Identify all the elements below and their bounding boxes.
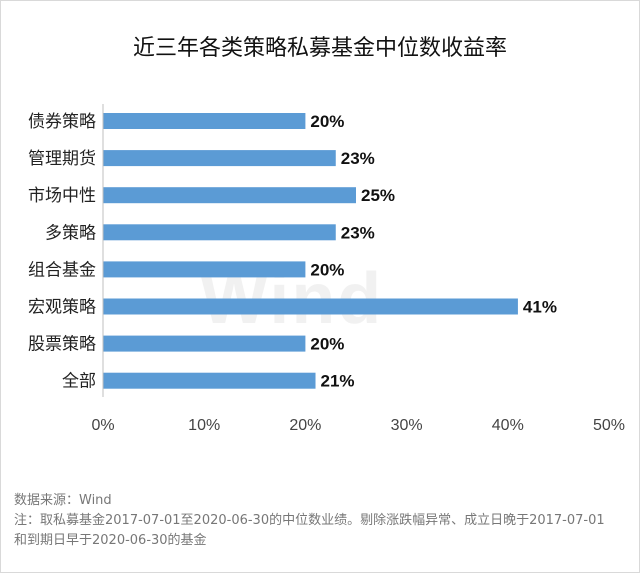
bar (103, 298, 518, 315)
category-label: 组合基金 (28, 260, 96, 280)
category-label: 管理期货 (28, 149, 96, 169)
x-tick-label: 30% (391, 417, 423, 434)
category-label: 债券策略 (28, 112, 96, 132)
value-label: 21% (321, 372, 355, 391)
bar (103, 187, 356, 204)
category-label: 宏观策略 (28, 298, 96, 318)
bar (103, 261, 306, 278)
bar (103, 372, 316, 389)
footnote: 注：取私募基金2017-07-01至2020-06-30的中位数业绩。剔除涨跌幅… (14, 513, 605, 548)
category-label: 市场中性 (28, 186, 96, 206)
x-tick-label: 40% (492, 417, 524, 434)
x-tick-label: 10% (188, 417, 220, 434)
value-label: 25% (361, 186, 395, 205)
bar (103, 335, 306, 352)
value-label: 20% (310, 335, 344, 354)
x-tick-label: 50% (593, 417, 625, 434)
source-note: 数据来源：Wind (14, 493, 112, 508)
value-label: 23% (341, 223, 375, 242)
category-label: 股票策略 (28, 335, 96, 355)
value-label: 23% (341, 149, 375, 168)
value-label: 20% (310, 260, 344, 279)
bar-chart: 债券策略 20% 管理期货 23% 市场中性 25% 多策略 23% 组合基金 20% 宏观策略 41… (28, 104, 625, 434)
value-label: 41% (523, 298, 557, 317)
bar (103, 224, 336, 241)
value-label: 20% (310, 112, 344, 131)
x-tick-label: 0% (91, 417, 114, 434)
bar (103, 150, 336, 167)
x-tick-label: 20% (289, 417, 321, 434)
category-label: 全部 (62, 372, 96, 392)
bar (103, 113, 306, 129)
category-label: 多策略 (45, 223, 96, 243)
chart-title: 近三年各类策略私募基金中位数收益率 (132, 36, 507, 61)
